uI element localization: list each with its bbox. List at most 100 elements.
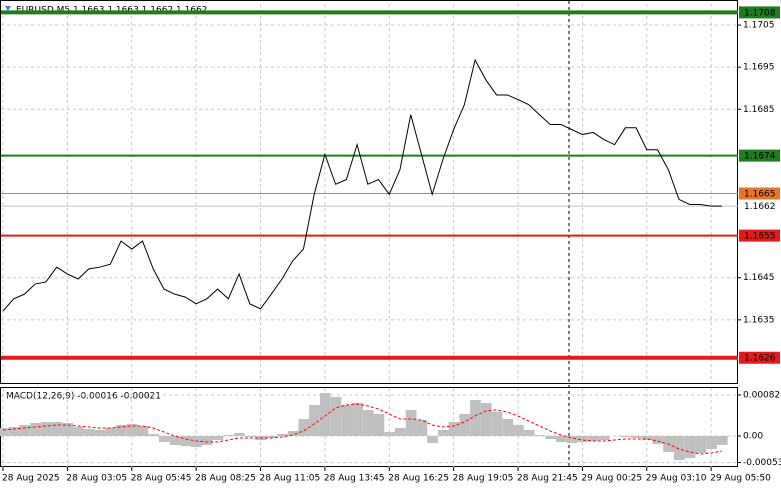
histogram-bar [684,436,696,458]
histogram-bar [223,435,235,436]
histogram-bar [620,436,632,437]
level-label: 1.1708 [744,8,776,18]
level-label: 1.1662 [744,202,776,212]
histogram-bar [555,436,567,442]
histogram-bar [534,435,546,436]
histogram-bar [0,428,9,436]
histogram-bar [40,422,52,436]
macd-title: MACD(12,26,9) -0.00016 -0.00021 [6,392,161,402]
histogram-bar [566,436,578,443]
histogram-bar [502,419,514,436]
histogram-bar [373,414,385,436]
histogram-bar [341,405,353,436]
x-tick-label: 28 Aug 21:45 [517,474,578,484]
histogram-bar [105,428,117,436]
histogram-bar [276,434,288,436]
histogram-bar [201,436,213,445]
y-tick-label: 1.1695 [743,63,775,73]
level-label-box [739,187,780,200]
histogram-bar [158,436,170,442]
level-label-box [739,149,780,162]
histogram-bar [8,427,20,436]
histogram-bar [298,419,310,436]
histogram-bar [180,436,192,446]
histogram-bar [319,393,331,436]
y-tick-label: 1.1705 [743,21,775,31]
x-tick-label: 29 Aug 03:10 [646,474,707,484]
histogram-bar [652,436,664,444]
y-tick-label: 1.1635 [743,315,775,325]
histogram-bar [395,428,406,436]
histogram-bar [62,423,74,436]
histogram-bar [287,431,299,436]
histogram-bar [523,430,535,436]
line-series [2,58,722,312]
histogram-bar [588,436,599,441]
symbol-icon [5,6,11,11]
level-label-box [739,229,780,242]
histogram-bar [212,436,224,440]
histogram-bar [641,436,653,440]
histogram-bar [330,397,342,436]
y-tick-label: 1.1685 [743,105,775,115]
y-tick-label: 0.00082 [743,391,780,401]
histogram-bar [137,426,149,436]
histogram-bar [19,425,31,436]
histogram-bar [405,410,417,436]
line-series [2,403,723,455]
x-tick-label: 28 Aug 16:25 [388,474,449,484]
x-tick-label: 28 Aug 08:25 [195,474,256,484]
histogram-bar [491,412,503,436]
x-tick-label: 28 Aug 05:45 [131,474,192,484]
histogram-bar [459,414,471,436]
histogram-bar [416,420,428,436]
x-tick-label: 28 Aug 11:05 [260,474,321,484]
level-label: 1.1626 [744,354,776,364]
level-label-box [739,6,780,19]
histogram-bar [352,403,363,436]
histogram-bar [577,436,589,442]
histogram-bar [480,403,492,436]
histogram-bar [73,427,84,436]
histogram-bar [30,423,41,436]
x-tick-label: 28 Aug 2025 [2,474,60,484]
histogram-bar [309,405,320,436]
level-label-box [739,200,780,213]
histogram-bar [448,422,460,436]
histogram-bar [51,422,63,436]
histogram-bar [513,425,524,436]
histogram-bar [94,430,106,436]
macd-frame [0,387,738,467]
histogram-bar [631,436,642,438]
x-tick-label: 28 Aug 13:45 [324,474,385,484]
histogram-bar [169,436,181,445]
level-label: 1.1674 [744,152,776,162]
histogram-bar [234,433,245,436]
level-label: 1.1655 [744,232,776,242]
histogram-bar [545,436,556,439]
histogram-bar [83,429,95,436]
y-tick-label: 1.1645 [743,273,775,283]
histogram-bar [716,436,728,445]
histogram-bar [384,432,396,436]
histogram-bar [706,436,717,449]
level-label-box [739,351,780,364]
x-tick-label: 28 Aug 03:05 [66,474,127,484]
histogram-bar [598,436,610,440]
level-label: 1.1665 [744,190,776,200]
histogram-bar [427,436,438,443]
main-frame [0,0,738,384]
histogram-bar [437,430,449,436]
x-tick-label: 28 Aug 19:05 [453,474,514,484]
histogram-bar [673,436,685,460]
x-tick-label: 29 Aug 05:50 [710,474,771,484]
x-tick-label: 29 Aug 00:25 [581,474,642,484]
y-tick-label: -0.00053 [743,458,781,468]
histogram-bar [470,400,481,436]
histogram-bar [695,436,707,453]
histogram-bar [362,410,374,436]
histogram-bar [126,424,138,436]
histogram-bar [148,434,159,436]
